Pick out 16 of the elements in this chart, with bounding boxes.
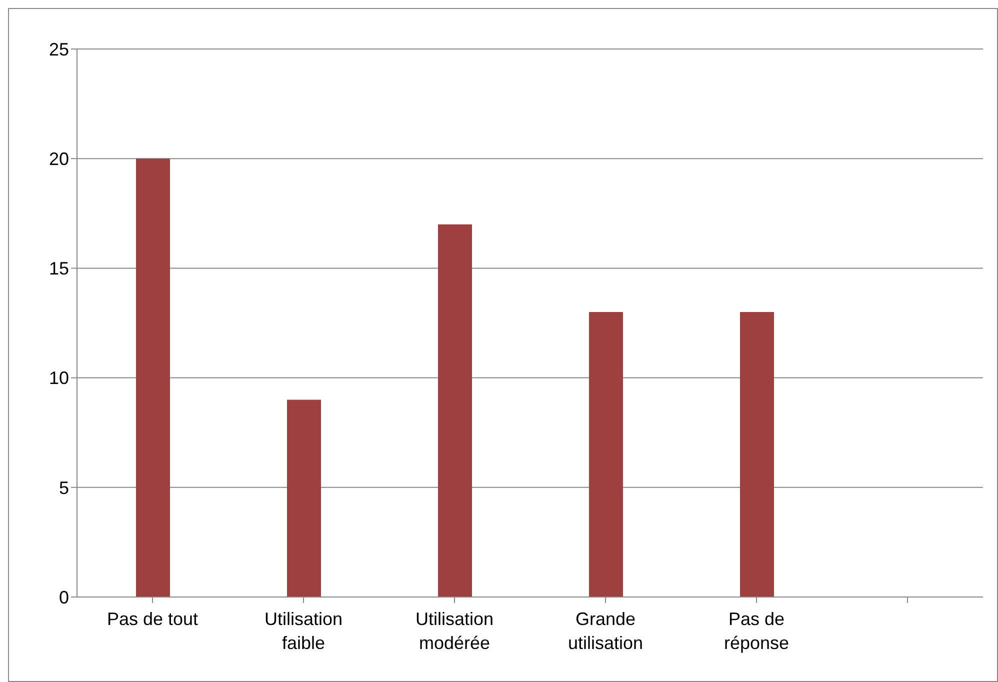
x-tick-label: Utilisation faible [264, 609, 343, 653]
y-tick-label: 10 [48, 368, 69, 388]
x-tick-label: Pas de réponse [724, 609, 790, 653]
x-tick-label: Grande utilisation [568, 609, 644, 653]
y-tick-label: 20 [48, 148, 69, 169]
x-tick-label: Utilisation modérée [415, 609, 494, 653]
bar [589, 312, 623, 597]
y-tick-label: 5 [58, 478, 69, 498]
x-tick-label: Pas de tout [106, 609, 198, 629]
y-tick-label: 25 [48, 39, 69, 60]
bar [287, 400, 321, 597]
bar [740, 312, 774, 597]
bar [136, 158, 170, 597]
bar [438, 224, 472, 597]
y-tick-label: 0 [58, 587, 69, 608]
y-tick-label: 15 [48, 258, 69, 279]
